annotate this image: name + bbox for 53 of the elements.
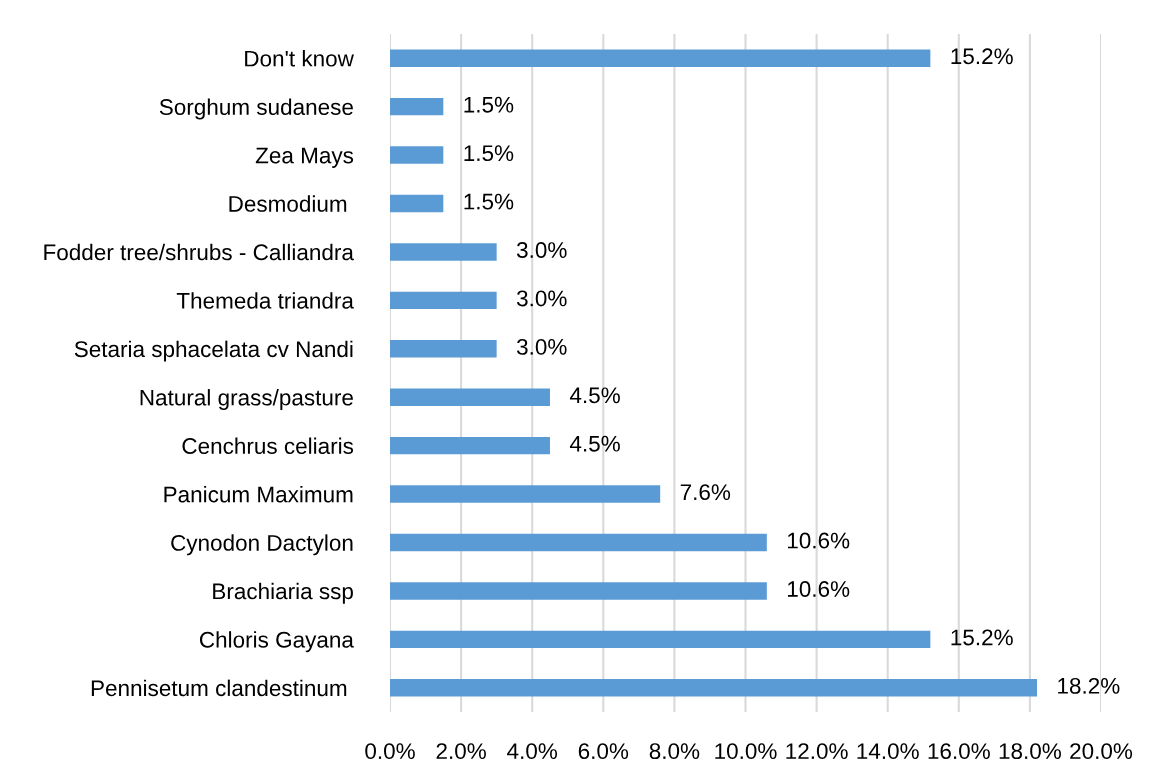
data-label: 1.5% <box>464 145 514 162</box>
data-label: 4.5% <box>569 387 620 404</box>
bar <box>390 97 444 116</box>
data-label: 18.2% <box>1058 677 1120 694</box>
x-tick-label: 14.0% <box>857 743 919 760</box>
bar <box>390 485 661 503</box>
x-tick-label: 18.0% <box>999 743 1061 760</box>
y-tick-label: Fodder tree/shrubs - Calliandra <box>44 243 354 261</box>
bar <box>390 630 931 649</box>
data-label: 10.6% <box>787 532 850 549</box>
y-tick-label: Sorghum sudanese <box>159 98 353 120</box>
x-tick-label: 10.0% <box>715 743 777 760</box>
x-tick-label: 8.0% <box>649 743 700 760</box>
bar <box>390 243 497 261</box>
y-tick-label: Pennisetum clandestinum <box>91 679 347 697</box>
data-label: 4.5% <box>569 435 620 452</box>
data-label: 1.5% <box>464 96 514 113</box>
x-tick-label: 16.0% <box>928 743 990 760</box>
data-label: 7.6% <box>680 484 731 501</box>
x-tick-label: 0.0% <box>365 743 415 760</box>
y-tick-label: Themeda triandra <box>176 292 354 309</box>
x-tick-label: 2.0% <box>436 743 486 760</box>
data-label: 3.0% <box>516 290 567 307</box>
y-tick-label: Cenchrus celiaris <box>182 437 354 455</box>
bar <box>390 194 444 213</box>
y-tick-label: Setaria sphacelata cv Nandi <box>74 340 353 362</box>
x-tick-label: 20.0% <box>1070 743 1133 760</box>
data-label: 1.5% <box>464 193 514 210</box>
data-label: 15.2% <box>951 629 1013 646</box>
bar <box>390 533 767 552</box>
data-label: 3.0% <box>516 242 567 258</box>
y-tick-label: Don't know <box>245 50 354 67</box>
data-label: 15.2% <box>951 48 1013 65</box>
y-tick-label: Desmodium <box>229 195 347 212</box>
y-tick-label: Brachiaria ssp <box>213 582 353 604</box>
x-tick-label: 12.0% <box>786 743 848 760</box>
bar <box>390 291 497 310</box>
bar <box>390 679 1038 697</box>
bar <box>390 340 497 358</box>
bar <box>390 388 550 406</box>
x-tick-label: 4.0% <box>507 743 558 760</box>
y-tick-label: Cynodon Dactylon <box>171 534 353 556</box>
y-tick-label: Chloris Gayana <box>199 631 354 653</box>
y-tick-label: Natural grass/pasture <box>140 389 353 411</box>
bar <box>390 49 931 67</box>
data-label: 3.0% <box>516 338 567 355</box>
x-tick-label: 6.0% <box>578 743 629 760</box>
y-tick-label: Zea Mays <box>255 147 354 168</box>
bar <box>390 146 444 164</box>
bar <box>390 436 550 455</box>
y-tick-label: Panicum Maximum <box>164 485 353 503</box>
data-label: 10.6% <box>787 581 850 597</box>
bar <box>390 582 767 600</box>
